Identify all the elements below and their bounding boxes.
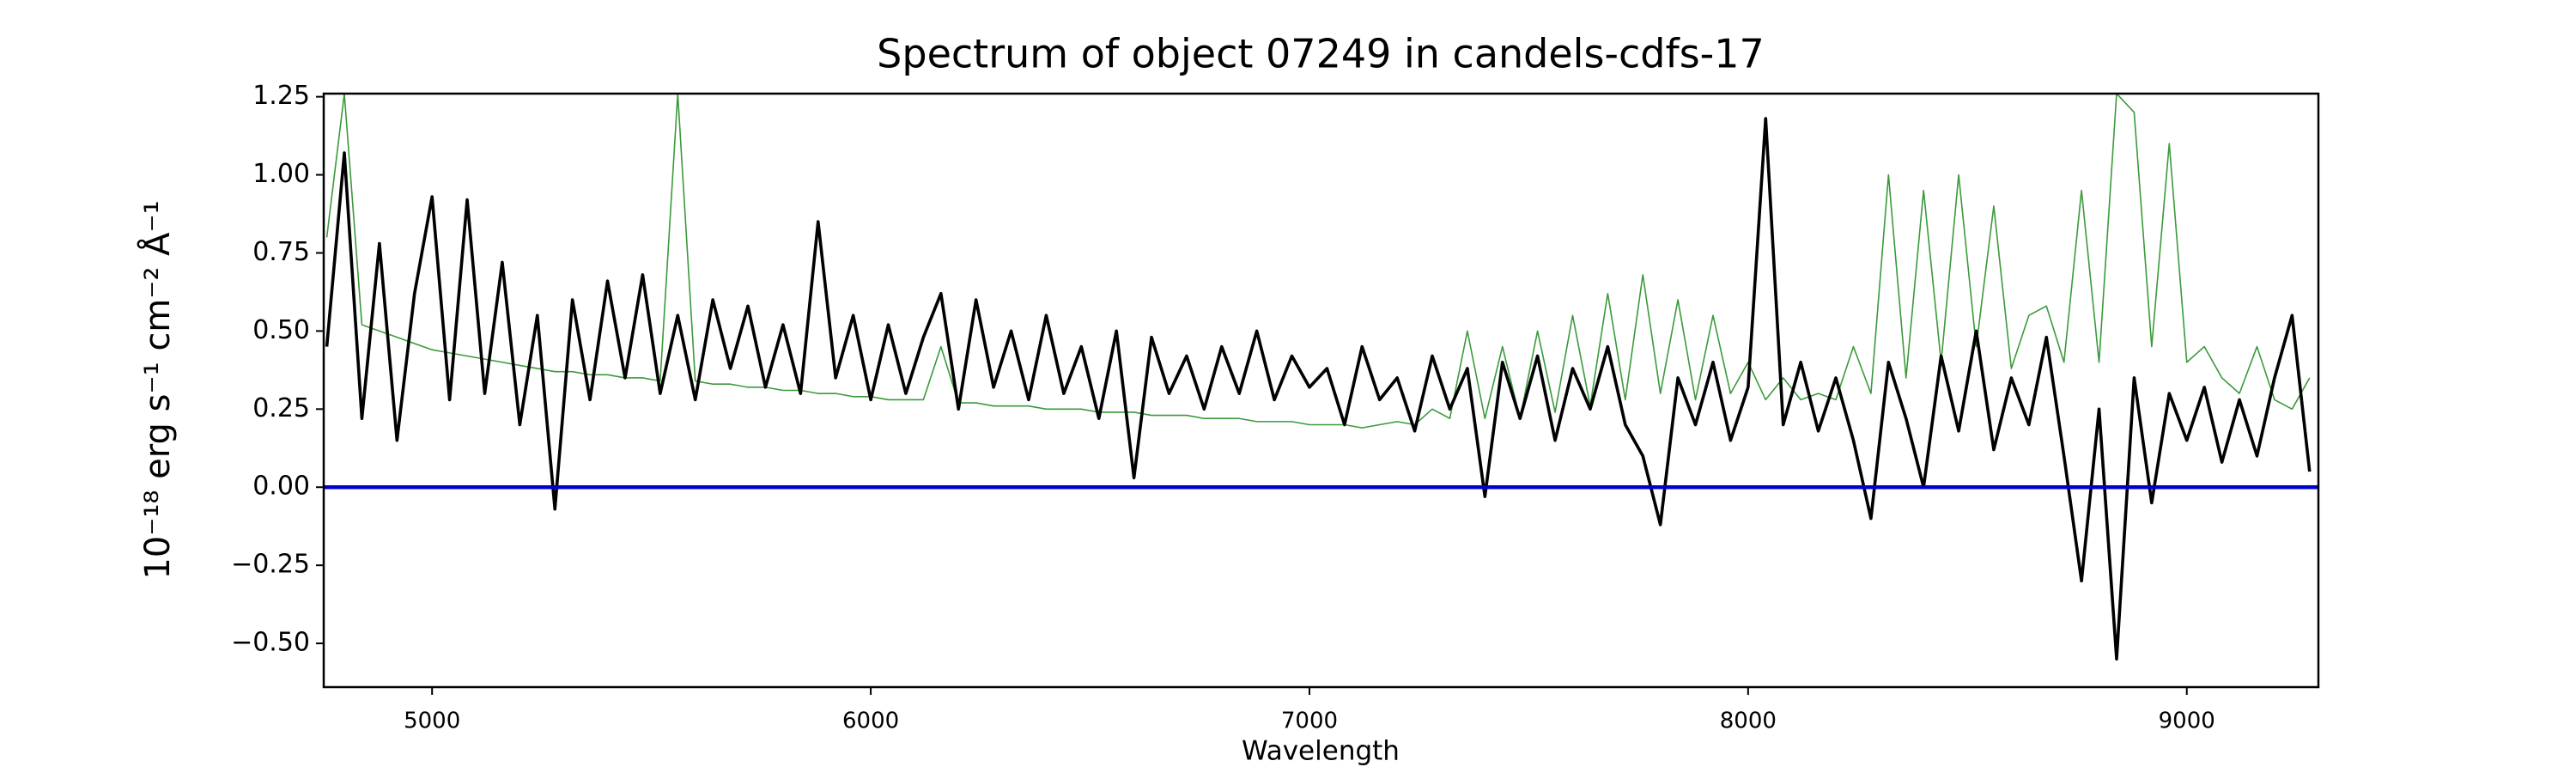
spectrum-line <box>325 117 2312 661</box>
axes-frame <box>322 92 2320 689</box>
x-tick-label: 8000 <box>1720 709 1777 734</box>
y-axis-label: 10⁻¹⁸ erg s⁻¹ cm⁻² Å⁻¹ <box>137 200 178 579</box>
y-tick-label: 1.00 <box>252 159 310 189</box>
x-tick-label: 9000 <box>2159 709 2215 734</box>
y-tick-label: 1.25 <box>252 81 310 111</box>
x-tick-label: 6000 <box>842 709 899 734</box>
chart-title: Spectrum of object 07249 in candels-cdfs… <box>877 31 1765 77</box>
y-tick-label: −0.25 <box>231 550 310 580</box>
y-tick-label: 0.00 <box>252 472 310 502</box>
x-tick-label: 7000 <box>1281 709 1338 734</box>
y-tick-label: 0.50 <box>252 315 310 345</box>
y-tick-label: −0.50 <box>231 628 310 658</box>
y-tick-label: 0.25 <box>252 393 310 423</box>
y-tick-label: 0.75 <box>252 237 310 267</box>
x-tick-label: 5000 <box>404 709 460 734</box>
plot-area <box>324 94 2318 661</box>
x-axis-label: Wavelength <box>1242 736 1400 767</box>
